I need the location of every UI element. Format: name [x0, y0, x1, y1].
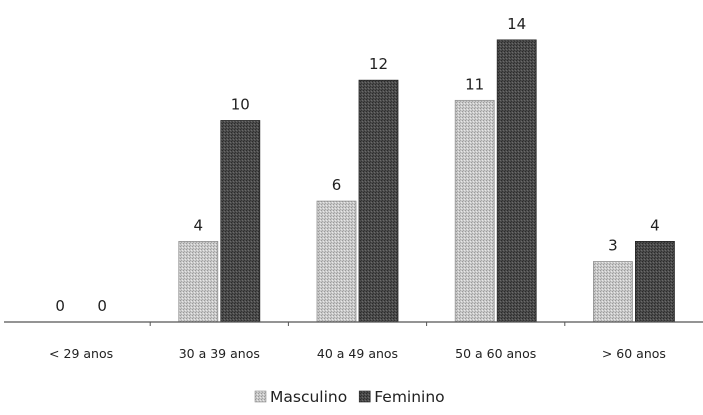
bar-masculino-4 [593, 261, 633, 323]
value-label-feminino-3: 14 [507, 15, 526, 33]
value-label-masculino-2: 6 [332, 176, 342, 194]
value-label-masculino-3: 11 [465, 75, 484, 93]
category-label-4: > 60 anos [602, 346, 666, 361]
value-label-feminino-2: 12 [369, 55, 388, 73]
category-label-1: 30 a 39 anos [179, 346, 260, 361]
value-labels-layer: 0 0 4 10 6 12 11 14 3 4 [55, 15, 659, 315]
bar-feminino-2 [358, 79, 399, 323]
legend-label-feminino: Feminino [374, 388, 444, 406]
x-ticks-layer [149, 322, 566, 326]
value-label-feminino-0: 0 [97, 297, 107, 315]
category-label-3: 50 a 60 anos [455, 346, 536, 361]
bar-feminino-1 [220, 120, 261, 323]
bar-feminino-4 [635, 240, 675, 323]
legend-label-masculino: Masculino [270, 388, 347, 406]
bar-masculino-1 [178, 240, 219, 323]
value-label-feminino-4: 4 [650, 216, 660, 234]
category-label-2: 40 a 49 anos [317, 346, 398, 361]
value-label-feminino-1: 10 [231, 96, 250, 114]
bars-layer [178, 39, 675, 323]
legend-swatch-feminino [358, 390, 371, 403]
bar-masculino-3 [454, 99, 495, 323]
legend-swatch-masculino [254, 390, 267, 403]
category-label-0: < 29 anos [49, 346, 113, 361]
value-label-masculino-0: 0 [55, 297, 65, 315]
value-label-masculino-4: 3 [608, 237, 618, 255]
bar-feminino-3 [496, 39, 537, 323]
category-labels-layer: < 29 anos 30 a 39 anos 40 a 49 anos 50 a 60… [49, 346, 666, 361]
value-label-masculino-1: 4 [194, 216, 204, 234]
legend: Masculino Feminino [254, 388, 445, 406]
bar-masculino-2 [316, 200, 357, 323]
